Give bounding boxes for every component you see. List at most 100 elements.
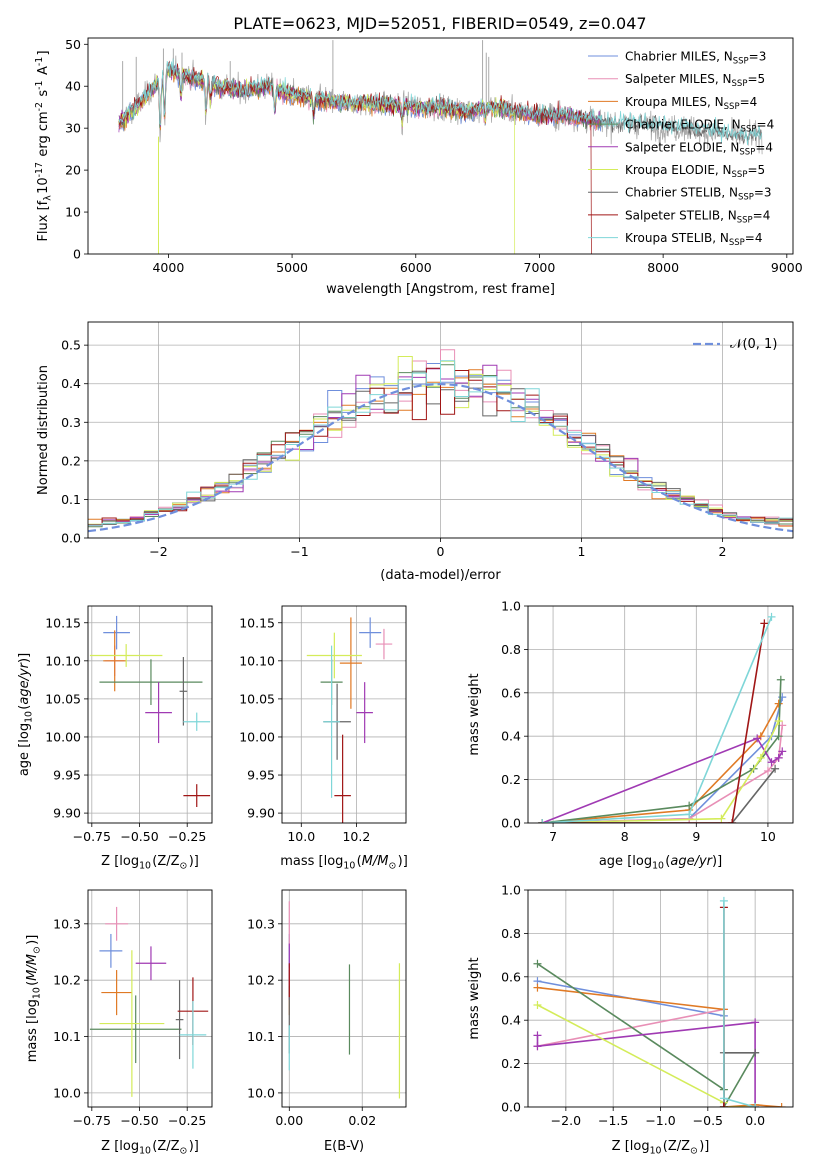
y-axis-label-text: 10 [36, 177, 51, 194]
y-tick-label: 0.4 [501, 1013, 521, 1028]
x-axis-label-sub: 10 [650, 1145, 662, 1156]
x-axis-label-text: )] [712, 854, 722, 869]
legend-count: =3 [754, 186, 772, 200]
y-tick-label: 10.05 [239, 691, 275, 706]
legend-sub: SSP [733, 57, 749, 67]
y-tick-label: 10.15 [239, 615, 275, 630]
x-axis-label: E(B-V) [324, 1139, 364, 1154]
y-tick-label: 0.6 [501, 969, 521, 984]
weight-marker [763, 766, 772, 775]
x-axis-label-text: )] [189, 854, 199, 869]
y-tick-label: 0.0 [501, 816, 521, 831]
y-tick-label: 50 [65, 37, 81, 52]
axes-spectrum: 4000 5000 6000 7000 8000 9000 0 10 20 30 40 50 wavel… [34, 37, 803, 297]
x-axis-label: (data-model)/error [380, 568, 501, 583]
weight-marker [685, 801, 694, 810]
y-tick-label: 30 [65, 121, 81, 136]
x-tick-label: 7 [549, 829, 557, 844]
y-axis-label-sup: -1 [34, 57, 45, 66]
axes-mass-vs-Z: −0.75 −0.50 −0.25 10.0 10.1 10.2 10.3 Z [log10 … [25, 889, 213, 1156]
y-tick-label: 1.0 [501, 599, 521, 614]
y-tick-label: 10 [65, 205, 81, 220]
plot-area-age-vs-mass [282, 606, 406, 823]
axes-frame [281, 889, 407, 1108]
y-axis-label: mass weight [467, 673, 482, 755]
y-axis-label-text: erg cm [36, 111, 51, 160]
y-axis-label-text: A [36, 66, 51, 79]
x-axis-label-sub: 10 [343, 860, 355, 871]
legend-count: =4 [757, 118, 775, 132]
y-axis-label-text: M/M [25, 954, 40, 981]
y-tick-label: 0.5 [61, 338, 81, 353]
y-axis-label-text: mass weight [467, 957, 482, 1039]
x-axis-label: Z [log10 (Z/Z⊙ )] [612, 1139, 710, 1156]
y-tick-label: 10.3 [53, 916, 81, 931]
axes-age-vs-Z: −0.75 −0.50 −0.25 9.90 9.95 10.00 10.05 10.10 10… [17, 605, 213, 871]
x-tick-label: 0.02 [348, 1113, 376, 1128]
legend-sub: SSP [741, 125, 757, 135]
x-axis-label-text: (Z/Z [152, 1139, 179, 1154]
plot-area-weight-vs-age [528, 606, 793, 823]
normal-curve [88, 382, 793, 533]
weight-line [542, 623, 766, 823]
legend-label: Salpeter ELODIE, NSSP=4 [625, 140, 773, 157]
legend-name: Chabrier MILES, N [625, 50, 733, 64]
weight-marker [533, 983, 542, 992]
weight-marker [771, 764, 780, 773]
axes-frame [87, 605, 213, 824]
x-axis-label-text: Z [log [101, 1139, 139, 1154]
weight-marker [533, 959, 542, 968]
figure-title: PLATE=0623, MJD=52051, FIBERID=0549, z=0… [233, 14, 646, 33]
legend-label: Chabrier ELODIE, NSSP=4 [625, 118, 774, 135]
y-tick-label: 0.4 [501, 729, 521, 744]
legend-count: =4 [745, 231, 763, 245]
x-tick-label: −0.25 [168, 829, 206, 844]
x-axis-label-text: (Z/Z [663, 1139, 690, 1154]
plot-area-residuals [88, 322, 793, 538]
legend-label: Chabrier STELIB, NSSP=3 [625, 186, 772, 203]
legend-label: Kroupa ELODIE, NSSP=5 [625, 163, 765, 180]
x-tick-label: −0.5 [693, 1113, 723, 1128]
y-tick-label: 0.3 [61, 415, 81, 430]
legend-sub: SSP [729, 238, 745, 248]
y-axis-label-text: Flux [f [36, 200, 51, 241]
y-tick-label: 10.2 [247, 973, 275, 988]
weight-marker [767, 758, 776, 767]
y-axis-label-text: mass [log [25, 999, 40, 1062]
weight-marker [760, 619, 769, 628]
y-tick-label: 0.8 [501, 642, 521, 657]
legend-name: Salpeter ELODIE, N [625, 140, 739, 154]
x-axis-label-text: M/M [362, 854, 389, 869]
y-tick-label: 0.8 [501, 926, 521, 941]
model-spectrum [118, 61, 592, 254]
y-axis-label-text: mass weight [467, 673, 482, 755]
axes-weight-vs-Z: −2.0 −1.5 −1.0 −0.5 0.0 0.0 0.2 0.4 0.6 0.8 1.0 Z [… [467, 883, 794, 1156]
x-axis-label: age [log10 (age/yr)] [599, 854, 722, 871]
legend-name: Kroupa MILES, N [625, 95, 724, 109]
axes-frame [87, 37, 794, 255]
legend-label: 𝒩(0, 1) [730, 337, 777, 352]
y-axis-label: Normed distribution [36, 365, 51, 495]
legend-name: Salpeter MILES, N [625, 72, 732, 86]
y-axis-label-sub: λ [42, 195, 53, 201]
y-tick-label: 20 [65, 163, 81, 178]
axes-frame [87, 889, 213, 1108]
y-tick-label: 0.6 [501, 685, 521, 700]
x-tick-label: −1.0 [645, 1113, 675, 1128]
weight-line [723, 900, 756, 1107]
x-axis-label: Z [log10 (Z/Z⊙ )] [101, 1139, 199, 1156]
x-tick-label: 10.0 [287, 829, 315, 844]
x-axis-label: wavelength [Angstrom, rest frame] [326, 282, 555, 297]
x-axis-label-sub: ⊙ [180, 860, 188, 871]
x-tick-label: 2 [719, 544, 727, 559]
x-axis-label-text: E(B-V) [324, 1139, 364, 1154]
x-axis-label-sub: ⊙ [690, 1145, 698, 1156]
x-axis-label-sub: 10 [652, 860, 664, 871]
weight-line [542, 720, 780, 823]
weight-line [542, 768, 776, 823]
legend-name: Kroupa STELIB, N [625, 231, 729, 245]
x-axis-label-text: (Z/Z [152, 854, 179, 869]
y-tick-label: 10.0 [53, 1085, 81, 1100]
y-tick-label: 0.2 [501, 1056, 521, 1071]
